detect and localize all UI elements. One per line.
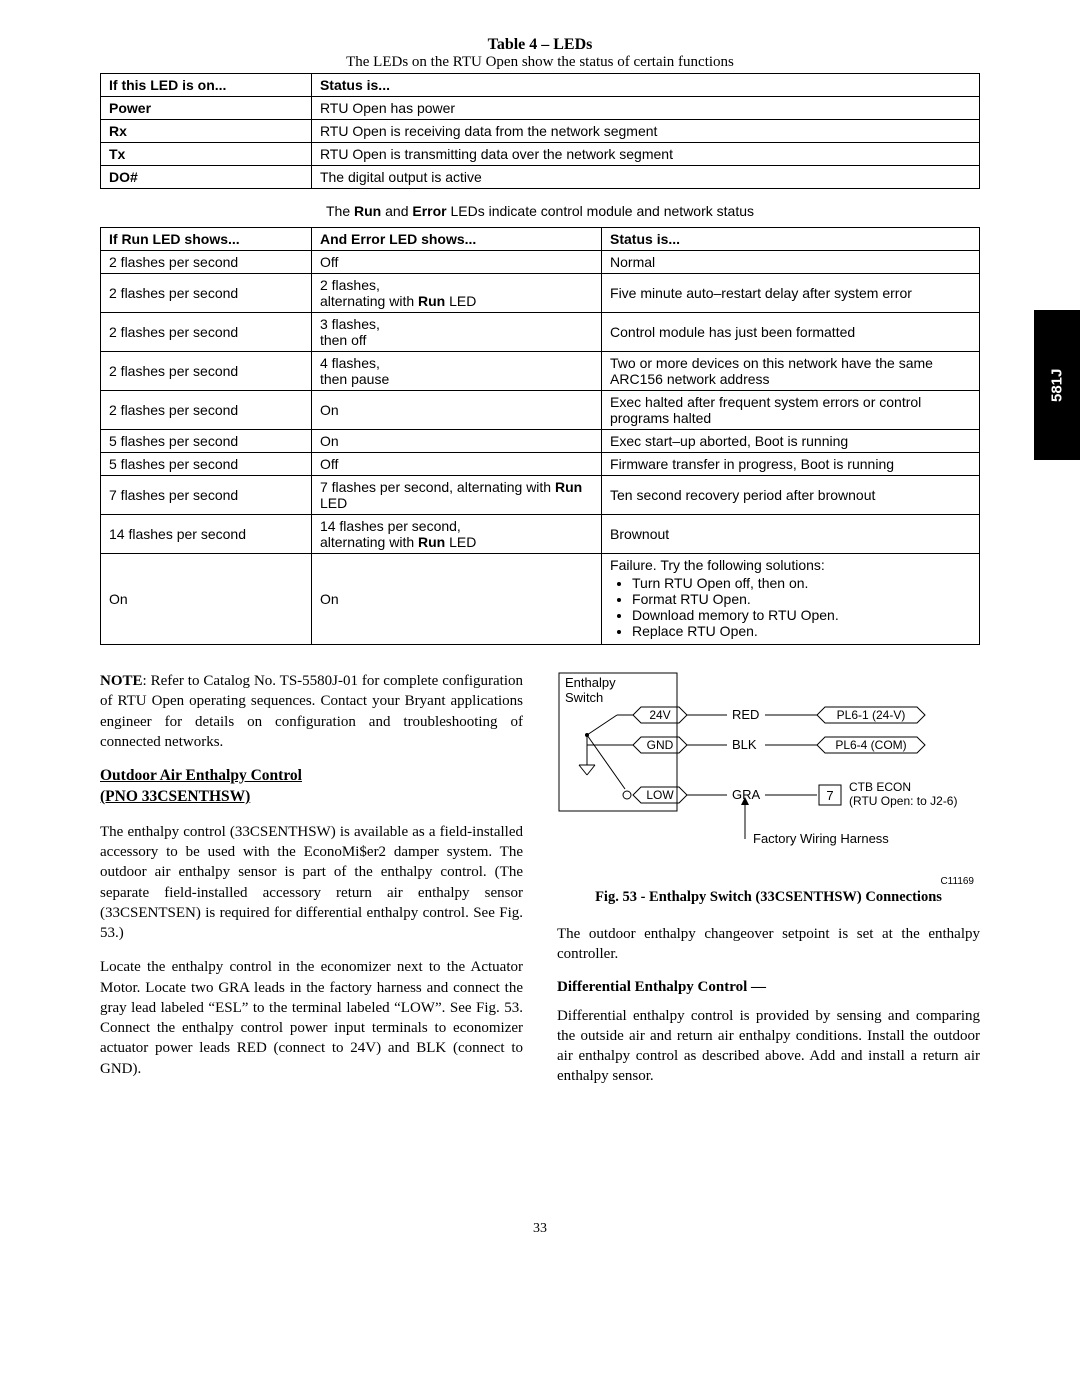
p2: Locate the enthalpy control in the econo…	[100, 957, 523, 1079]
svg-text:BLK: BLK	[732, 737, 757, 752]
failure-cell: Failure. Try the following solutions: Tu…	[602, 554, 980, 645]
svg-text:CTB ECON: CTB ECON	[849, 780, 911, 794]
table5: If Run LED shows... And Error LED shows.…	[100, 227, 980, 645]
side-tab: 581J	[1034, 310, 1080, 460]
svg-text:24V: 24V	[649, 708, 670, 722]
t5h0: If Run LED shows...	[101, 228, 312, 251]
t5h2: Status is...	[602, 228, 980, 251]
svg-text:GND: GND	[647, 738, 674, 752]
t4r3c1: The digital output is active	[311, 166, 979, 189]
svg-text:RED: RED	[732, 707, 759, 722]
svg-text:LOW: LOW	[646, 788, 674, 802]
t5h1: And Error LED shows...	[311, 228, 601, 251]
table4: If this LED is on... Status is... PowerR…	[100, 73, 980, 189]
svg-text:PL6-4 (COM): PL6-4 (COM)	[835, 738, 906, 752]
svg-text:7: 7	[826, 788, 833, 803]
mid-note: The Run and Error LEDs indicate control …	[100, 203, 980, 219]
t4-h0: If this LED is on...	[101, 74, 312, 97]
svg-text:(RTU Open: to J2-6): (RTU Open: to J2-6)	[849, 794, 957, 808]
table4-title: Table 4 – LEDs	[100, 36, 980, 54]
enthalpy-diagram: Enthalpy Switch 24V GND LOW	[557, 671, 977, 871]
t4r0c0: Power	[101, 97, 312, 120]
t4r2c0: Tx	[101, 143, 312, 166]
svg-text:PL6-1 (24-V): PL6-1 (24-V)	[837, 708, 906, 722]
p1: The enthalpy control (33CSENTHSW) is ava…	[100, 822, 523, 944]
t4r1c0: Rx	[101, 120, 312, 143]
table4-subtitle: The LEDs on the RTU Open show the status…	[100, 54, 980, 71]
figure-caption: Fig. 53 - Enthalpy Switch (33CSENTHSW) C…	[557, 889, 980, 906]
section-heading-enthalpy: Outdoor Air Enthalpy Control(PNO 33CSENT…	[100, 766, 523, 808]
sub-heading-diff: Differential Enthalpy Control —	[557, 979, 980, 996]
t4r2c1: RTU Open is transmitting data over the n…	[311, 143, 979, 166]
svg-text:Enthalpy: Enthalpy	[565, 675, 616, 690]
note-paragraph: NOTE: Refer to Catalog No. TS-5580J-01 f…	[100, 671, 523, 752]
t4r3c0: DO#	[101, 166, 312, 189]
right-column: Enthalpy Switch 24V GND LOW	[557, 671, 980, 1101]
p4: Differential enthalpy control is provide…	[557, 1006, 980, 1087]
figure-id: C11169	[557, 876, 974, 887]
p3: The outdoor enthalpy changeover setpoint…	[557, 924, 980, 965]
t4r1c1: RTU Open is receiving data from the netw…	[311, 120, 979, 143]
page-number: 33	[100, 1221, 980, 1237]
svg-text:Factory Wiring Harness: Factory Wiring Harness	[753, 831, 889, 846]
left-column: NOTE: Refer to Catalog No. TS-5580J-01 f…	[100, 671, 523, 1101]
t4r0c1: RTU Open has power	[311, 97, 979, 120]
svg-text:Switch: Switch	[565, 690, 603, 705]
t4-h1: Status is...	[311, 74, 979, 97]
